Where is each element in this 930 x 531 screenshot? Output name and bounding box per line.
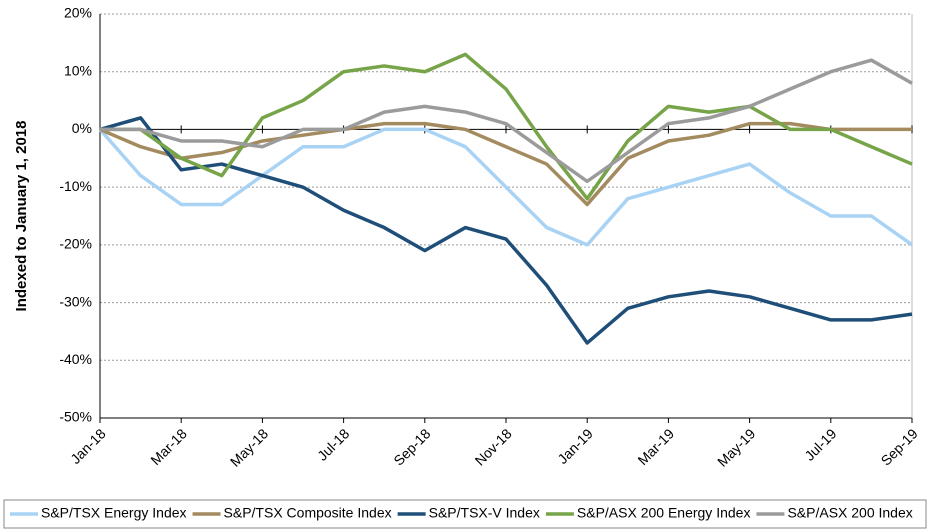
series-line (100, 52, 913, 201)
y-tick-label: -10% (59, 178, 92, 194)
legend-label: S&P/TSX Energy Index (41, 505, 187, 521)
legend-label: S&P/ASX 200 Energy Index (577, 505, 751, 521)
y-axis-label: Indexed to January 1, 2018 (13, 121, 30, 312)
y-tick-label: -30% (59, 293, 92, 309)
y-tick-label: 0% (72, 120, 92, 136)
legend-label: S&P/TSX-V Index (429, 505, 540, 521)
legend-label: S&P/ASX 200 Index (787, 505, 912, 521)
x-tick-label: Mar-19 (634, 425, 677, 468)
x-tick-label: May-18 (227, 425, 271, 469)
x-tick-label: Jul-19 (801, 425, 839, 463)
y-tick-label: -20% (59, 236, 92, 252)
x-tick-label: Nov-18 (472, 425, 515, 468)
legend-label: S&P/TSX Composite Index (224, 505, 392, 521)
series-line (99, 116, 913, 345)
y-tick-label: 20% (64, 5, 92, 21)
legend-box (3, 499, 927, 529)
x-tick-label: Mar-18 (147, 425, 190, 468)
x-tick-label: Jul-18 (314, 425, 352, 463)
x-tick-label: Sep-18 (390, 425, 433, 468)
series-line (100, 58, 913, 184)
series-line (98, 127, 914, 247)
y-tick-label: 10% (64, 62, 92, 78)
x-tick-label: Jan-18 (67, 425, 109, 467)
x-tick-label: May-19 (714, 425, 758, 469)
y-tick-label: -40% (59, 351, 92, 367)
x-tick-label: Jan-19 (554, 425, 596, 467)
y-tick-label: -50% (59, 409, 92, 425)
x-tick-label: Sep-19 (877, 425, 920, 468)
